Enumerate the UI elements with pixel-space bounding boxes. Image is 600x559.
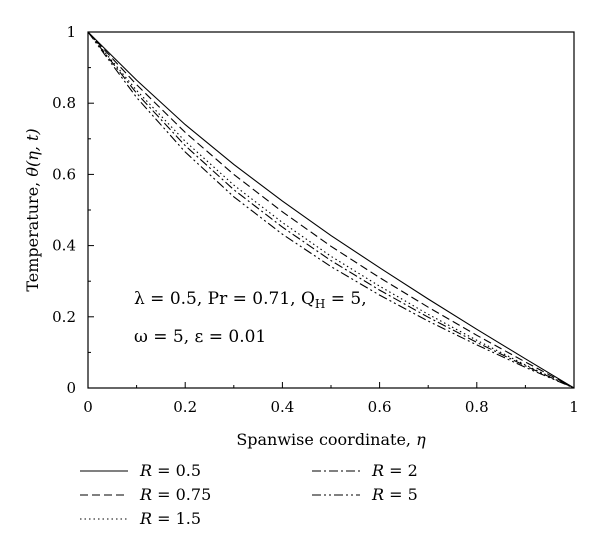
legend-label-3: R = 1.5: [139, 509, 201, 528]
x-axis-ticks: 0 0.2 0.4 0.6 0.8 1: [83, 382, 579, 416]
series-layer: [87, 31, 575, 389]
x-tick-label: 0.8: [465, 398, 489, 416]
series-line-3: [87, 31, 575, 389]
y-tick-label: 0.8: [52, 94, 76, 112]
x-tick-label: 0.4: [270, 398, 294, 416]
legend-label-4: R = 2: [371, 461, 418, 480]
parameter-annotation-line-2: ω = 5, ε = 0.01: [134, 327, 266, 347]
y-tick-label: 0: [66, 379, 76, 397]
parameter-annotation-line-1: λ = 0.5, Pr = 0.71, QH = 5,: [134, 289, 367, 311]
series-line-5: [87, 31, 575, 389]
series-line-4: [87, 31, 575, 389]
y-axis-title: Temperature, θ(η, t): [23, 128, 42, 291]
y-tick-label: 0.4: [52, 237, 76, 255]
x-tick-label: 0.2: [173, 398, 197, 416]
legend-label-2: R = 0.75: [139, 485, 211, 504]
y-tick-label: 1: [66, 23, 76, 41]
y-tick-label: 0.2: [52, 308, 76, 326]
legend-label-1: R = 0.5: [139, 461, 201, 480]
x-tick-label: 1: [569, 398, 579, 416]
series-line-1: [87, 31, 575, 389]
x-axis-title: Spanwise coordinate, η: [236, 430, 426, 449]
legend: R = 0.5 R = 0.75 R = 1.5 R = 2 R = 5: [80, 461, 418, 528]
y-axis-ticks: 0 0.2 0.4 0.6 0.8 1: [52, 23, 94, 397]
y-tick-label: 0.6: [52, 165, 76, 183]
annotation-subscript: H: [315, 297, 325, 311]
x-tick-label: 0.6: [368, 398, 392, 416]
x-tick-label: 0: [83, 398, 93, 416]
legend-label-5: R = 5: [371, 485, 418, 504]
series-line-2: [87, 31, 575, 389]
